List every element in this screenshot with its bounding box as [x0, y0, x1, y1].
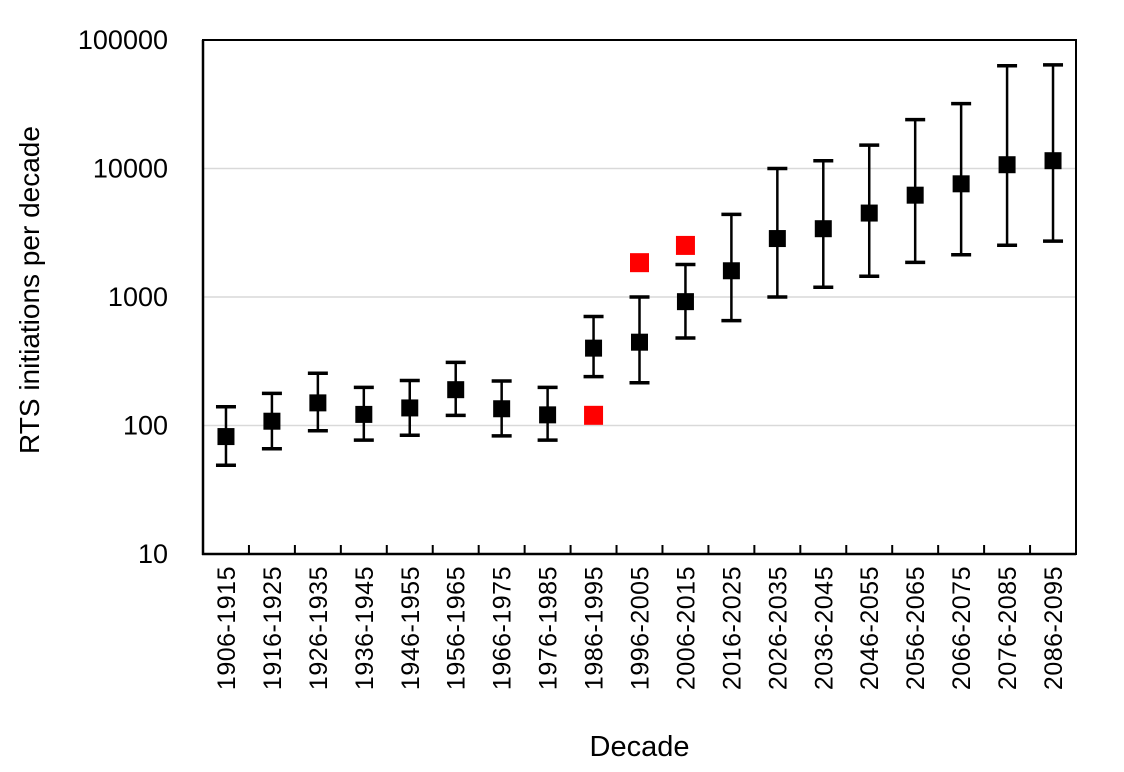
y-tick-label: 1000	[108, 282, 168, 312]
x-tick-label: 1936-1945	[351, 566, 379, 690]
data-point-black	[952, 175, 970, 193]
red-markers	[584, 235, 695, 425]
y-tick-label: 10000	[93, 154, 168, 184]
data-point-red	[630, 253, 649, 273]
data-point-red	[675, 235, 695, 255]
data-point-black	[539, 406, 557, 424]
x-tick-label: 1966-1975	[489, 566, 517, 690]
data-point-black	[676, 293, 694, 311]
x-tick-label: 2026-2035	[764, 566, 792, 690]
x-tick-label: 2056-2065	[902, 566, 930, 690]
data-point-black	[768, 230, 786, 248]
x-tick-label: 2086-2095	[1040, 566, 1068, 690]
data-point-black	[631, 333, 648, 351]
y-tick-label: 10	[138, 539, 168, 569]
y-tick-label: 100	[123, 411, 168, 441]
x-tick-label: 1926-1935	[305, 566, 333, 690]
x-tick-label: 1986-1995	[581, 566, 609, 690]
x-tick-label: 2036-2045	[810, 566, 838, 690]
data-point-black	[722, 262, 740, 280]
data-point-black	[263, 412, 281, 430]
x-tick-label: 2066-2075	[948, 566, 976, 690]
y-tick-label: 100000	[78, 25, 168, 55]
x-tick-label: 2016-2025	[718, 566, 746, 690]
x-tick-label: 1946-1955	[397, 566, 425, 690]
x-tick-label: 2046-2055	[856, 566, 884, 690]
data-point-black	[906, 186, 924, 204]
y-axis-title: RTS initiations per decade	[14, 126, 45, 454]
x-tick-labels: 1906-1915 1916-1925 1926-1935 1936-1945 1946…	[213, 566, 1068, 690]
x-tick-label: 1976-1985	[535, 566, 563, 690]
x-axis-ticks	[247, 545, 1032, 553]
data-point-black	[1044, 152, 1062, 170]
data-point-black	[493, 400, 511, 418]
x-tick-label: 1996-2005	[627, 566, 655, 690]
x-tick-label: 1906-1915	[213, 566, 241, 690]
data-point-black	[998, 156, 1016, 174]
x-tick-label: 1916-1925	[259, 566, 287, 690]
data-point-black	[217, 428, 235, 446]
data-point-black	[447, 381, 465, 399]
y-tick-labels: 10 100 1000 10000 100000	[78, 25, 168, 569]
data-point-black	[309, 394, 327, 412]
x-axis-title: Decade	[589, 731, 690, 763]
data-point-black	[860, 204, 878, 222]
data-point-black	[401, 399, 419, 417]
data-point-black	[814, 220, 832, 238]
data-point-black	[355, 405, 373, 423]
data-point-black	[585, 339, 603, 357]
black-markers	[217, 152, 1062, 446]
black-error-bars	[215, 63, 1064, 468]
x-tick-label: 2006-2015	[672, 566, 700, 690]
x-tick-label: 2076-2085	[994, 566, 1022, 690]
data-point-red	[584, 405, 604, 425]
x-tick-label: 1956-1965	[443, 566, 471, 690]
